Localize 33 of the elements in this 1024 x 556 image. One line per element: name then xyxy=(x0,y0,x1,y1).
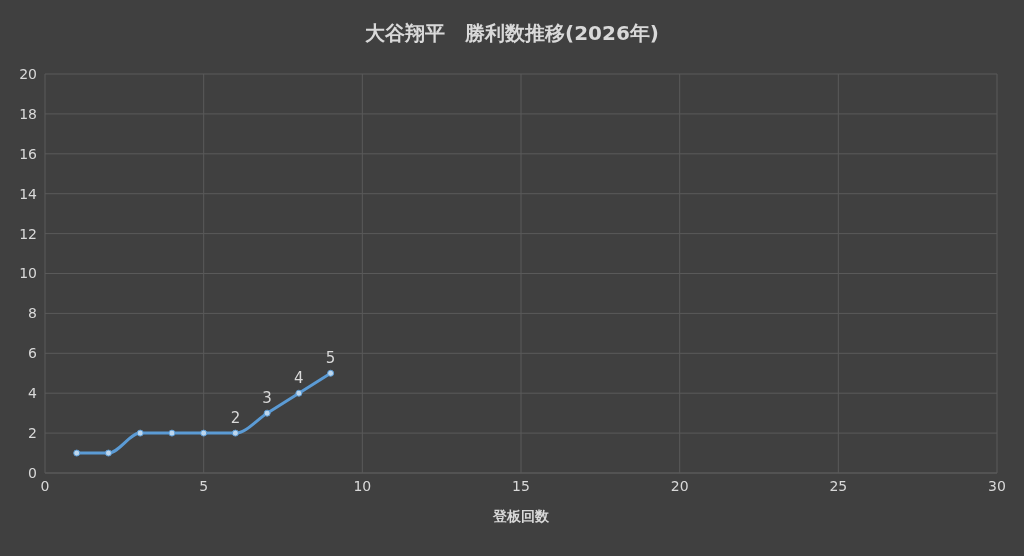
x-tick-label: 5 xyxy=(199,477,209,494)
data-label: 3 xyxy=(262,389,272,408)
y-tick-label: 0 xyxy=(28,464,37,481)
data-label: 2 xyxy=(230,409,241,428)
y-tick-label: 10 xyxy=(19,265,37,282)
point xyxy=(168,429,176,437)
x-tick-label: 30 xyxy=(988,477,1006,494)
y-tick-label: 16 xyxy=(19,145,38,162)
x-tick-label: 10 xyxy=(353,477,372,494)
y-tick-label: 18 xyxy=(19,105,37,122)
point xyxy=(295,389,303,397)
y-tick-label: 4 xyxy=(28,385,38,402)
point xyxy=(200,429,208,437)
point xyxy=(327,369,335,377)
x-tick-label: 20 xyxy=(670,477,689,494)
data-label: 5 xyxy=(325,349,336,368)
y-tick-label: 12 xyxy=(19,225,37,242)
x-tick-label: 15 xyxy=(512,477,530,494)
point xyxy=(104,449,112,457)
y-tick-label: 2 xyxy=(28,425,37,442)
x-tick-label: 25 xyxy=(829,477,848,494)
chart-title: 大谷翔平 勝利数推移(2026年) xyxy=(364,20,660,47)
y-tick-label: 6 xyxy=(28,345,38,362)
x-tick-label: 0 xyxy=(40,477,50,494)
point xyxy=(231,429,239,437)
data-label: 4 xyxy=(294,369,304,388)
y-tick-label: 8 xyxy=(28,305,37,322)
y-tick-label: 14 xyxy=(19,185,38,202)
point xyxy=(136,429,144,437)
x-axis-title: 登板回数 xyxy=(492,507,550,524)
point xyxy=(263,409,271,417)
point xyxy=(73,449,81,457)
y-tick-label: 20 xyxy=(19,65,37,82)
